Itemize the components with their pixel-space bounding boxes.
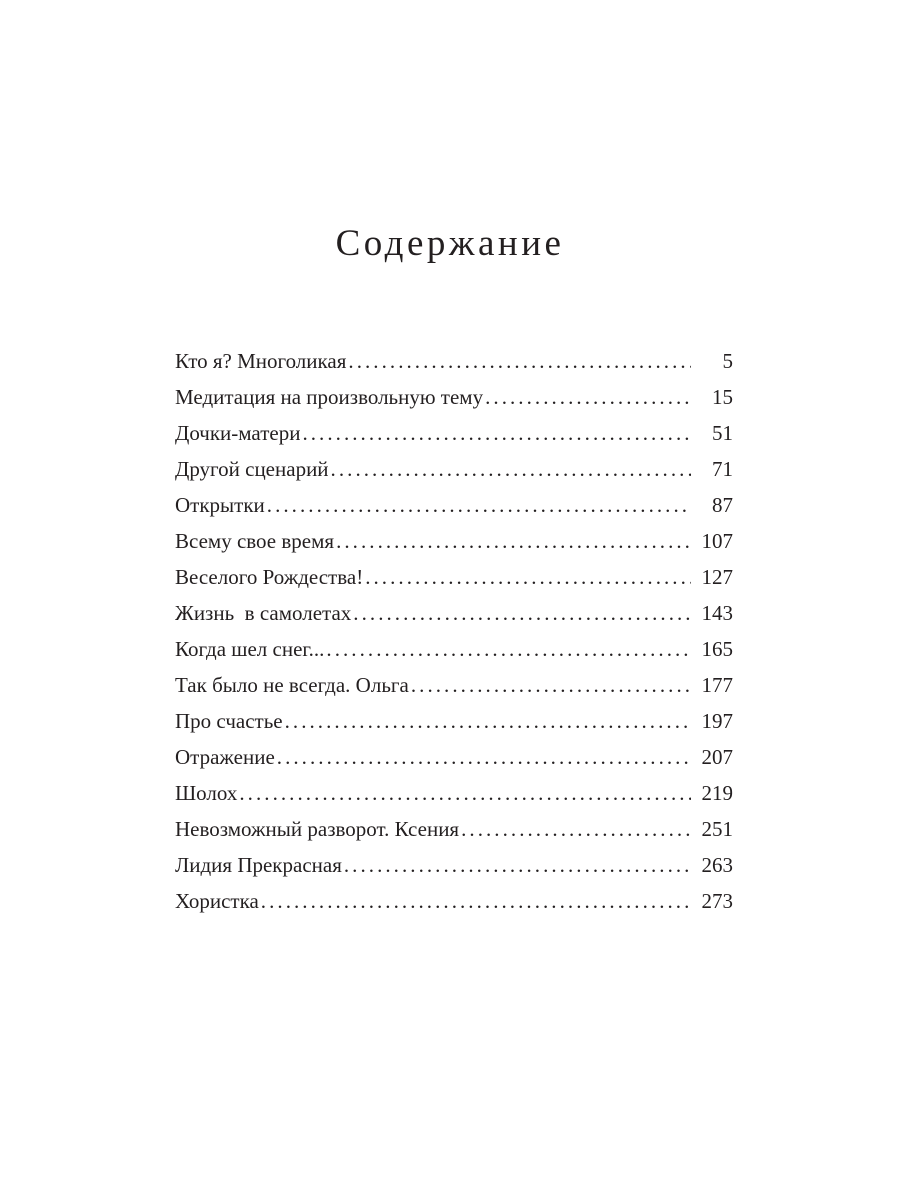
toc-entry-title: Веселого Рождества! <box>175 565 364 589</box>
toc-entry-title: Отражение <box>175 745 275 769</box>
dot-leader <box>344 847 691 883</box>
toc-entry-page: 127 <box>701 565 734 589</box>
toc-entry-page: 197 <box>701 709 734 733</box>
toc-entry: Когда шел снег... 165 <box>175 631 733 667</box>
toc-entry-page: 51 <box>712 421 733 445</box>
dot-leader <box>336 523 691 559</box>
toc-entry-title: Кто я? Многоликая <box>175 349 347 373</box>
toc-entry-title: Когда шел снег... <box>175 637 325 661</box>
toc-entry: Лидия Прекрасная 263 <box>175 847 733 883</box>
dot-leader <box>302 415 691 451</box>
toc-entry-title: Про счастье <box>175 709 283 733</box>
toc-entry-page: 15 <box>712 385 733 409</box>
toc-entry: Другой сценарий 71 <box>175 451 733 487</box>
toc-entry: Жизнь в самолетах 143 <box>175 595 733 631</box>
toc-entry-page: 71 <box>712 457 733 481</box>
dot-leader <box>239 775 691 811</box>
toc-entry: Дочки-матери 51 <box>175 415 733 451</box>
toc-entry-page: 273 <box>701 889 734 913</box>
toc-entry: Шолох 219 <box>175 775 733 811</box>
dot-leader <box>331 451 691 487</box>
toc-entry-page: 107 <box>701 529 734 553</box>
toc-entry: Открытки 87 <box>175 487 733 523</box>
dot-leader <box>348 343 691 379</box>
dot-leader <box>411 667 691 703</box>
dot-leader <box>461 811 691 847</box>
toc-entry-title: Так было не всегда. Ольга <box>175 673 409 697</box>
toc-entry-title: Другой сценарий <box>175 457 329 481</box>
toc-entry-title: Жизнь в самолетах <box>175 601 352 625</box>
toc-entry-page: 87 <box>712 493 733 517</box>
toc-entry: Веселого Рождества! 127 <box>175 559 733 595</box>
toc-entry-title: Невозможный разворот. Ксения <box>175 817 460 841</box>
dot-leader <box>285 703 691 739</box>
toc-entry-title: Медитация на произвольную тему <box>175 385 484 409</box>
toc-entry-page: 251 <box>701 817 734 841</box>
dot-leader <box>485 379 691 415</box>
page-title: Содержание <box>335 223 565 264</box>
table-of-contents: Кто я? Многоликая 5 Медитация на произволь… <box>175 343 733 919</box>
dot-leader <box>267 487 691 523</box>
toc-entry-page: 165 <box>701 637 734 661</box>
dot-leader <box>326 631 691 667</box>
toc-entry-page: 207 <box>701 745 734 769</box>
toc-entry: Невозможный разворот. Ксения 251 <box>175 811 733 847</box>
toc-entry-page: 143 <box>701 601 734 625</box>
toc-entry: Отражение 207 <box>175 739 733 775</box>
toc-entry-page: 219 <box>701 781 734 805</box>
dot-leader <box>261 883 691 919</box>
toc-entry: Всему свое время 107 <box>175 523 733 559</box>
toc-entry: Медитация на произвольную тему 15 <box>175 379 733 415</box>
toc-entry-title: Хористка <box>175 889 259 913</box>
toc-entry-page: 177 <box>701 673 734 697</box>
toc-entry-page: 263 <box>701 853 734 877</box>
dot-leader <box>365 559 691 595</box>
toc-entry-title: Открытки <box>175 493 265 517</box>
toc-entry: Кто я? Многоликая 5 <box>175 343 733 379</box>
toc-entry-title: Дочки-матери <box>175 421 301 445</box>
toc-entry-title: Лидия Прекрасная <box>175 853 342 877</box>
toc-entry-page: 5 <box>722 349 734 373</box>
toc-entry: Хористка 273 <box>175 883 733 919</box>
dot-leader <box>277 739 691 775</box>
dot-leader <box>353 595 691 631</box>
toc-entry: Про счастье 197 <box>175 703 733 739</box>
toc-entry: Так было не всегда. Ольга 177 <box>175 667 733 703</box>
toc-entry-title: Всему свое время <box>175 529 335 553</box>
toc-entry-title: Шолох <box>175 781 238 805</box>
